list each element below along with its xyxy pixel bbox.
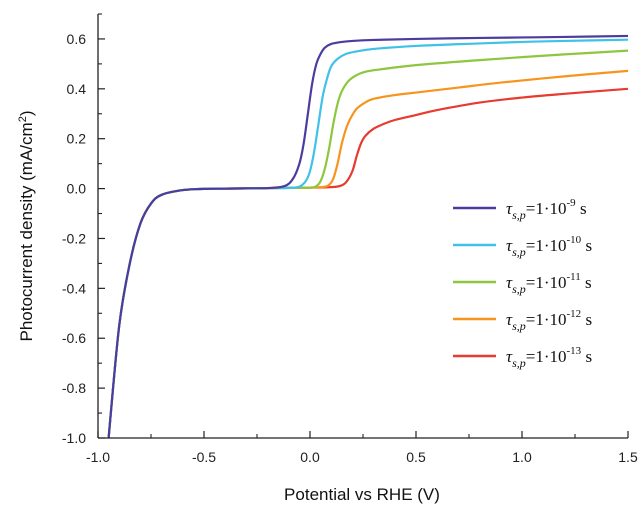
y-axis-title: Photocurrent density (mA/cm2) [17, 111, 36, 342]
legend: τs,p=1·10-9 s τs,p=1·10-10 s τs,p=1·10-11 … [453, 197, 592, 370]
x-tick-label: 0.5 [406, 449, 426, 465]
series-line-5 [107, 87, 628, 438]
y-tick-label: -0.8 [62, 380, 86, 396]
x-tick-label: 0.0 [300, 449, 320, 465]
x-tick-label: -0.5 [192, 449, 216, 465]
x-tick-label: 1.5 [618, 449, 638, 465]
legend-label-4: τs,p=1·10-12 s [506, 308, 592, 333]
y-tick-label: 0.4 [67, 81, 87, 97]
y-axis-title-end: ) [17, 111, 36, 117]
y-tick-label: 0.2 [67, 131, 87, 147]
y-tick-label: -0.4 [62, 280, 86, 296]
legend-label-5: τs,p=1·10-13 s [506, 345, 592, 370]
x-tick-label: -1.0 [86, 449, 110, 465]
y-axis-title-main: Photocurrent density (mA/cm [17, 122, 36, 341]
y-tick-label: -1.0 [62, 430, 86, 446]
x-axis-title: Potential vs RHE (V) [284, 485, 440, 504]
legend-label-3: τs,p=1·10-11 s [506, 271, 592, 296]
legend-label-1: τs,p=1·10-9 s [506, 197, 587, 222]
series-line-1 [107, 34, 628, 438]
series-layer [107, 34, 628, 438]
x-tick-label: 1.0 [512, 449, 532, 465]
y-tick-label: 0.0 [67, 181, 87, 197]
legend-label-2: τs,p=1·10-10 s [506, 234, 592, 259]
y-tick-label: 0.6 [67, 31, 87, 47]
y-axis-title-sup: 2 [17, 116, 29, 122]
y-tick-label: -0.2 [62, 230, 86, 246]
y-tick-label: -0.6 [62, 330, 86, 346]
axes-layer: -1.0 -0.5 0.0 0.5 1.0 1.5 -1.0 -0.8 -0.6 -0.4 -0.2… [62, 13, 638, 465]
